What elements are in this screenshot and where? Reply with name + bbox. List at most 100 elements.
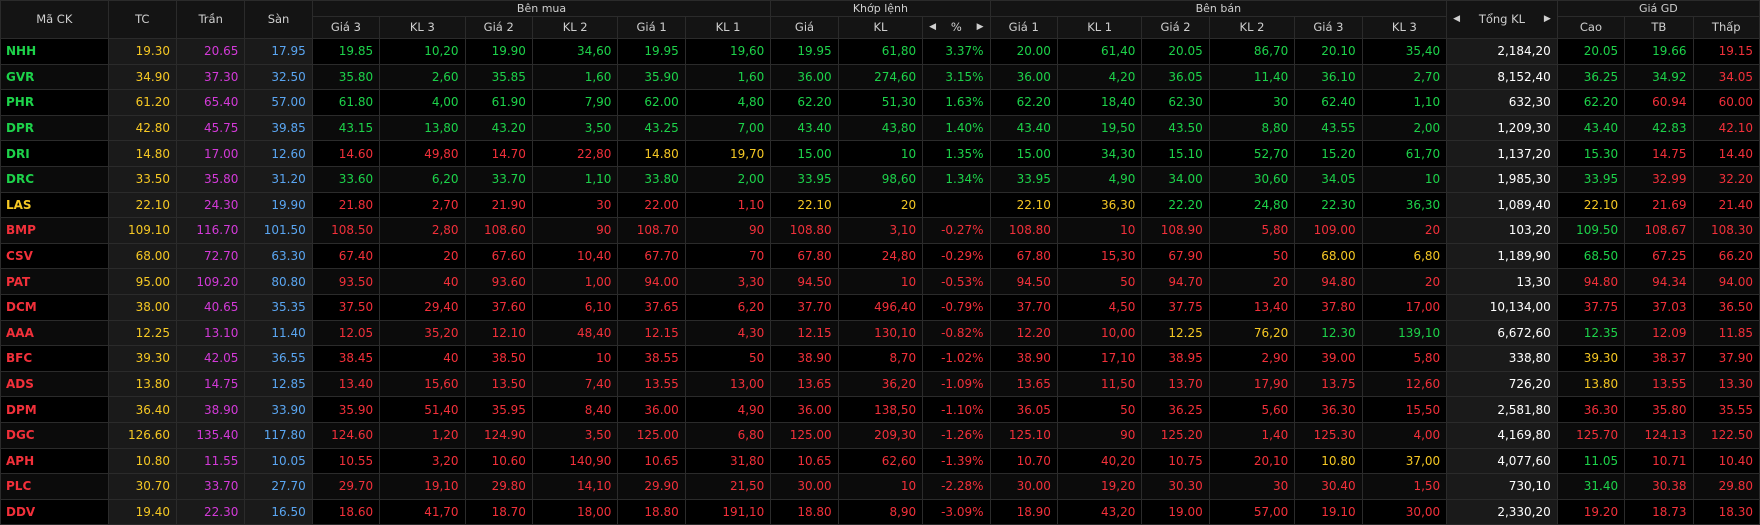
table-row[interactable]: DPM 36.40 38.90 33.90 35.90 51,40 35.95 8,40 36.…	[0, 396, 1760, 423]
col-price-0[interactable]: Cao	[1556, 16, 1626, 39]
table-row[interactable]: LAS 22.10 24.30 19.90 21.80 2,70 21.90 30 22.00 1…	[0, 191, 1760, 219]
high-cell: 33.95	[1556, 165, 1626, 193]
col-buy-0[interactable]: Giá 3	[311, 16, 381, 39]
col-floor[interactable]: Sàn	[244, 0, 313, 39]
col-price-1[interactable]: TB	[1624, 16, 1694, 39]
table-row[interactable]: BFC 39.30 42.05 36.55 38.45 40 38.50 10 38.55 50 3…	[0, 345, 1760, 372]
table-row[interactable]: AAA 12.25 13.10 11.40 12.05 35,20 12.10 48,40 12…	[0, 319, 1760, 347]
buy-vol-cell: 2,60	[379, 63, 466, 91]
prev-arrow-icon[interactable]: ◀	[1453, 14, 1461, 24]
ceil-cell: 33.70	[175, 473, 246, 500]
table-row[interactable]: PAT 95.00 109.20 80.80 93.50 40 93.60 1,00 94.00…	[0, 268, 1760, 295]
buy-price-cell: 67.40	[311, 242, 381, 270]
col-buy-3[interactable]: KL 2	[531, 16, 619, 39]
avg-cell: 10.71	[1624, 447, 1694, 475]
sell-vol-cell: 15,50	[1361, 396, 1448, 423]
table-row[interactable]: ADS 13.80 14.75 12.85 13.40 15,60 13.50 7,40 13.…	[0, 370, 1760, 398]
match-vol-cell: 36,20	[837, 370, 924, 398]
col-match-1[interactable]: KL	[837, 16, 924, 39]
match-vol-cell: 3,10	[837, 217, 924, 244]
match-pct-cell: 3.15%	[922, 63, 991, 91]
sell-vol-cell: 30,60	[1208, 165, 1296, 193]
buy-price-cell: 38.55	[617, 345, 686, 372]
col-match-pct[interactable]: ◀% ▶	[922, 16, 991, 39]
buy-price-cell: 37.50	[311, 293, 381, 321]
high-cell: 31.40	[1556, 473, 1626, 500]
buy-price-cell: 37.65	[617, 293, 686, 321]
match-pct-cell: -1.10%	[922, 396, 991, 423]
col-buy-1[interactable]: KL 3	[379, 16, 466, 39]
table-row[interactable]: DRI 14.80 17.00 12.60 14.60 49,80 14.70 22,80 14…	[0, 140, 1760, 167]
col-ceil[interactable]: Trần	[175, 0, 246, 39]
col-sell-0[interactable]: Giá 1	[989, 16, 1058, 39]
table-row[interactable]: DGC 126.60 135.40 117.80 124.60 1,20 124.90 3,5…	[0, 421, 1760, 449]
sell-vol-cell: 24,80	[1208, 191, 1296, 219]
next-arrow-icon[interactable]: ▶	[976, 22, 984, 32]
match-vol-cell: 274,60	[837, 63, 924, 91]
sell-vol-cell: 10,00	[1056, 319, 1143, 347]
match-price-cell: 125.00	[770, 421, 839, 449]
sell-vol-cell: 76,20	[1208, 319, 1296, 347]
total-cell: 6,672,60	[1446, 319, 1558, 347]
ref-cell: 36.40	[107, 396, 177, 423]
table-row[interactable]: CSV 68.00 72.70 63.30 67.40 20 67.60 10,40 67.70…	[0, 242, 1760, 270]
buy-vol-cell: 31,80	[684, 447, 772, 475]
match-vol-cell: 130,10	[837, 319, 924, 347]
buy-vol-cell: 1,60	[684, 63, 772, 91]
table-row[interactable]: DCM 38.00 40.65 35.35 37.50 29,40 37.60 6,10 37.…	[0, 293, 1760, 321]
match-pct-cell: -0.53%	[922, 268, 991, 295]
floor-cell: 117.80	[244, 421, 313, 449]
col-price-2[interactable]: Thấp	[1692, 16, 1760, 39]
table-row[interactable]: APH 10.80 11.55 10.05 10.55 3,20 10.60 140,90 10…	[0, 447, 1760, 475]
match-price-cell: 37.70	[770, 293, 839, 321]
col-buy-2[interactable]: Giá 2	[464, 16, 533, 39]
buy-vol-cell: 8,40	[531, 396, 619, 423]
col-sell-3[interactable]: KL 2	[1208, 16, 1296, 39]
col-sell-5[interactable]: KL 3	[1361, 16, 1448, 39]
match-pct-cell: -0.82%	[922, 319, 991, 347]
sell-vol-cell: 6,80	[1361, 242, 1448, 270]
col-match-0[interactable]: Giá	[770, 16, 839, 39]
high-cell: 109.50	[1556, 217, 1626, 244]
col-buy-5[interactable]: KL 1	[684, 16, 772, 39]
buy-price-cell: 67.60	[464, 242, 533, 270]
table-row[interactable]: NHH 19.30 20.65 17.95 19.85 10,20 19.90 34,60 19…	[0, 38, 1760, 65]
table-row[interactable]: DRC 33.50 35.80 31.20 33.60 6,20 33.70 1,10 33.8…	[0, 165, 1760, 193]
match-vol-cell: 10	[837, 268, 924, 295]
table-row[interactable]: PLC 30.70 33.70 27.70 29.70 19,10 29.80 14,10 29…	[0, 473, 1760, 500]
group-price: Giá GD	[1556, 0, 1760, 17]
sell-vol-cell: 139,10	[1361, 319, 1448, 347]
col-total[interactable]: ◀ Tổng KL ▶	[1446, 0, 1558, 39]
sell-price-cell: 30.30	[1141, 473, 1210, 500]
col-symbol[interactable]: Mã CK	[0, 0, 109, 39]
table-row[interactable]: DPR 42.80 45.75 39.85 43.15 13,80 43.20 3,50 43.…	[0, 114, 1760, 142]
buy-price-cell: 33.70	[464, 165, 533, 193]
sell-vol-cell: 50	[1208, 242, 1296, 270]
col-sell-1[interactable]: KL 1	[1056, 16, 1143, 39]
table-row[interactable]: GVR 34.90 37.30 32.50 35.80 2,60 35.85 1,60 35.9…	[0, 63, 1760, 91]
sell-price-cell: 13.65	[989, 370, 1058, 398]
col-sell-2[interactable]: Giá 2	[1141, 16, 1210, 39]
match-price-cell: 67.80	[770, 242, 839, 270]
high-cell: 12.35	[1556, 319, 1626, 347]
ceil-cell: 116.70	[175, 217, 246, 244]
buy-vol-cell: 15,60	[379, 370, 466, 398]
symbol-cell: PLC	[0, 473, 109, 500]
table-row[interactable]: BMP 109.10 116.70 101.50 108.50 2,80 108.60 90 1…	[0, 217, 1760, 244]
ref-cell: 42.80	[107, 114, 177, 142]
avg-cell: 34.92	[1624, 63, 1694, 91]
buy-vol-cell: 29,40	[379, 293, 466, 321]
buy-price-cell: 12.10	[464, 319, 533, 347]
col-sell-4[interactable]: Giá 3	[1294, 16, 1363, 39]
total-cell: 1,985,30	[1446, 165, 1558, 193]
next-arrow-icon[interactable]: ▶	[1543, 14, 1551, 24]
sell-vol-cell: 52,70	[1208, 140, 1296, 167]
sell-price-cell: 62.40	[1294, 89, 1363, 116]
sell-price-cell: 43.55	[1294, 114, 1363, 142]
sell-vol-cell: 19,50	[1056, 114, 1143, 142]
prev-arrow-icon[interactable]: ◀	[929, 22, 937, 32]
table-row[interactable]: PHR 61.20 65.40 57.00 61.80 4,00 61.90 7,90 62.0…	[0, 89, 1760, 116]
col-ref[interactable]: TC	[107, 0, 177, 39]
buy-vol-cell: 2,00	[684, 165, 772, 193]
col-buy-4[interactable]: Giá 1	[617, 16, 686, 39]
